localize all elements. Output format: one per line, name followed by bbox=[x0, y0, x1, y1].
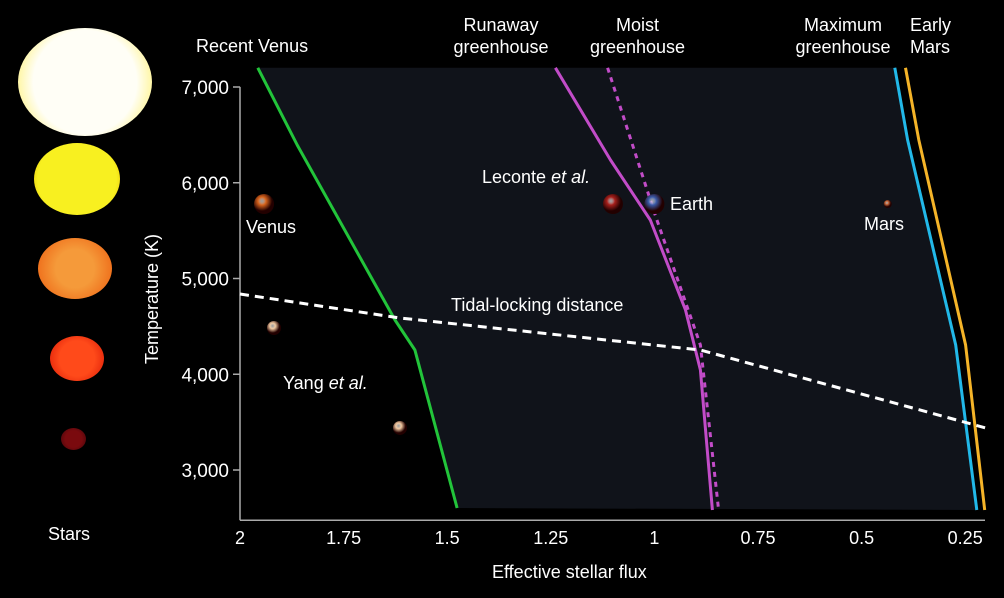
series-line-early-mars bbox=[904, 67, 987, 511]
label-early-line2: Mars bbox=[910, 37, 950, 57]
planet-earth bbox=[644, 194, 665, 215]
label-yang: Yang et al. bbox=[283, 372, 368, 394]
label-venus: Venus bbox=[246, 217, 297, 237]
label-maximum-greenhouse: Maximum greenhouse bbox=[787, 14, 899, 58]
x-tick-label: 0.25 bbox=[948, 528, 983, 548]
y-tick-label: 4,000 bbox=[181, 365, 229, 386]
star-dark-red bbox=[61, 428, 86, 450]
series-line-tidal-locking-distance bbox=[239, 292, 987, 430]
label-max-line2: greenhouse bbox=[795, 37, 891, 57]
x-tick-label: 2 bbox=[235, 528, 245, 548]
star-white bbox=[18, 28, 152, 136]
x-tick-label: 0.75 bbox=[740, 528, 775, 548]
label-yang-etal: et al. bbox=[328, 373, 368, 393]
axis-ylabel: Temperature (K) bbox=[142, 233, 162, 365]
label-early-mars: Early Mars bbox=[910, 14, 951, 58]
label-leconte: Leconte et al. bbox=[482, 166, 590, 188]
planet-venus bbox=[254, 194, 275, 215]
x-tick-label: 1.5 bbox=[435, 528, 460, 548]
label-moist-line2: greenhouse bbox=[589, 37, 686, 57]
label-runaway-line1: Runaway bbox=[463, 15, 539, 35]
axis-xlabel: Effective stellar flux bbox=[492, 562, 647, 582]
series-line-maximum-greenhouse bbox=[893, 67, 979, 511]
label-recent-venus: Recent Venus bbox=[196, 36, 309, 56]
label-mars: Mars bbox=[864, 214, 904, 234]
star-orange bbox=[38, 238, 112, 299]
x-tick-label: 1 bbox=[649, 528, 659, 548]
label-leconte-etal: et al. bbox=[551, 167, 591, 187]
label-max-line1: Maximum bbox=[803, 15, 882, 35]
star-yellow bbox=[34, 143, 120, 215]
y-tick-label: 7,000 bbox=[181, 78, 229, 99]
y-tick-label: 6,000 bbox=[181, 174, 229, 195]
x-tick-label: 1.75 bbox=[326, 528, 361, 548]
planet-leconte-et-al-planet bbox=[602, 194, 623, 215]
label-leconte-name: Leconte bbox=[482, 167, 552, 187]
label-moist-line1: Moist bbox=[615, 15, 659, 35]
series-line-recent-venus bbox=[256, 67, 459, 509]
x-tick-label: 0.5 bbox=[849, 528, 874, 548]
planet-yang-et-al-planet-1 bbox=[266, 321, 281, 336]
series-line-runaway-greenhouse bbox=[554, 67, 714, 511]
y-tick-label: 5,000 bbox=[181, 270, 229, 291]
star-red bbox=[50, 336, 104, 381]
label-yang-name: Yang bbox=[283, 373, 329, 393]
label-runaway-line2: greenhouse bbox=[453, 37, 549, 57]
label-early-line1: Early bbox=[910, 15, 952, 35]
label-earth: Earth bbox=[670, 194, 714, 214]
x-tick-label: 1.25 bbox=[533, 528, 568, 548]
series-line-moist-greenhouse bbox=[606, 67, 721, 511]
planet-mars bbox=[883, 200, 892, 209]
label-moist-greenhouse: Moist greenhouse bbox=[580, 14, 695, 58]
stars-label: Stars bbox=[48, 524, 91, 544]
habitable-zone-fill bbox=[257, 67, 977, 511]
planet-yang-et-al-planet-2 bbox=[392, 420, 407, 435]
label-tidal-locking: Tidal-locking distance bbox=[451, 295, 624, 315]
label-runaway-greenhouse: Runaway greenhouse bbox=[446, 14, 556, 58]
y-tick-label: 3,000 bbox=[181, 461, 229, 482]
